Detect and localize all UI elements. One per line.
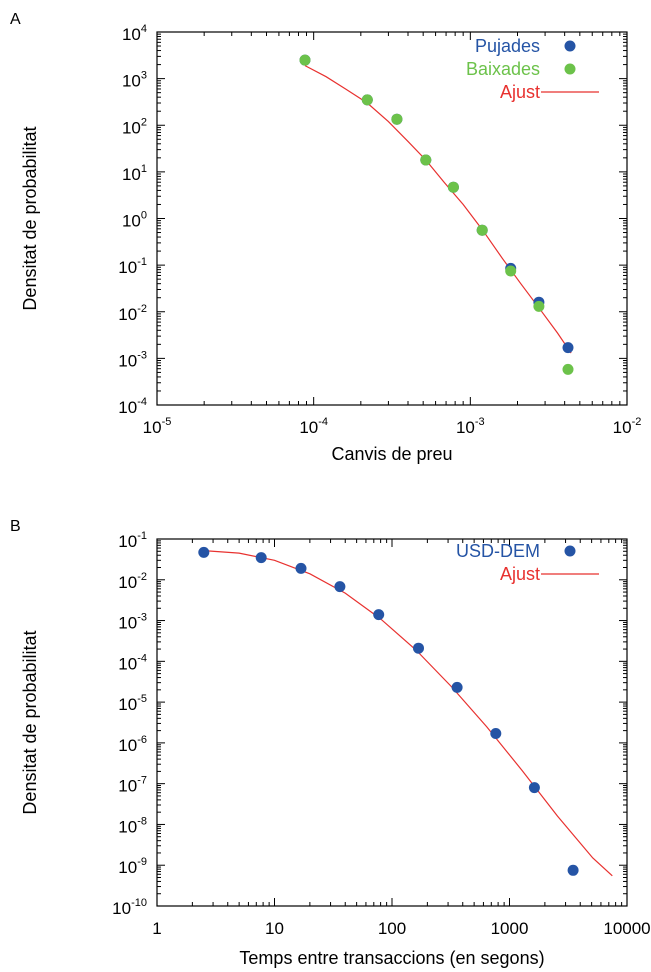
y-tick-label: 10-3 xyxy=(118,612,147,633)
y-tick-label: 10-8 xyxy=(118,815,147,836)
y-tick-label: 10-2 xyxy=(118,303,147,324)
data-point-usd-dem xyxy=(413,642,424,654)
legend-marker xyxy=(564,545,576,557)
data-point-pujades xyxy=(562,342,574,354)
legend-marker xyxy=(564,40,576,52)
y-tick-label: 10-7 xyxy=(118,775,147,796)
fit-line xyxy=(203,550,613,877)
data-point-baixades xyxy=(361,94,373,106)
data-point-usd-dem xyxy=(567,864,579,876)
data-point-usd-dem xyxy=(373,609,385,621)
y-tick-label: 10-9 xyxy=(118,856,147,877)
x-tick-label: 10 xyxy=(265,919,284,938)
data-point-baixades xyxy=(505,265,517,277)
data-point-usd-dem xyxy=(295,562,307,574)
data-point-baixades xyxy=(299,54,311,66)
data-point-baixades xyxy=(420,154,432,166)
x-tick-label: 1000 xyxy=(491,919,529,938)
data-point-baixades xyxy=(447,181,459,193)
y-tick-label: 10-2 xyxy=(118,571,147,592)
y-axis-label: Densitat de probabilitat xyxy=(20,630,40,814)
data-point-baixades xyxy=(476,224,488,236)
x-tick-label: 1 xyxy=(152,919,161,938)
panel-letter: B xyxy=(10,518,21,535)
y-axis-label: Densitat de probabilitat xyxy=(20,126,40,310)
data-point-baixades xyxy=(533,300,545,312)
x-axis-label: Canvis de preu xyxy=(331,444,452,464)
y-tick-label: 10-4 xyxy=(118,396,147,417)
y-tick-label: 10-4 xyxy=(118,652,147,673)
legend-label: Pujades xyxy=(475,36,540,56)
y-tick-label: 10-5 xyxy=(118,693,147,714)
legend-marker xyxy=(564,63,576,75)
data-point-usd-dem xyxy=(334,581,346,593)
x-tick-label: 10-5 xyxy=(143,416,172,437)
legend: Pujades Baixades Ajust xyxy=(466,36,599,102)
chart-panel-a: A10-5 10-4 10-3 10-210-410-310-210-11001011… xyxy=(10,11,641,464)
x-tick-label: 10-3 xyxy=(456,416,485,437)
data-point-baixades xyxy=(391,113,403,125)
legend: USD-DEM Ajust xyxy=(456,541,599,584)
plot-frame xyxy=(156,31,628,406)
legend-label: USD-DEM xyxy=(456,541,540,561)
series-layer xyxy=(299,54,574,375)
x-tick-label: 10-4 xyxy=(299,416,328,437)
panel-letter: A xyxy=(10,11,21,28)
data-point-usd-dem xyxy=(451,681,463,693)
data-point-usd-dem xyxy=(255,552,267,564)
y-tick-label: 103 xyxy=(122,70,147,91)
series-layer xyxy=(198,546,613,877)
data-point-usd-dem xyxy=(490,728,502,739)
y-tick-label: 10-6 xyxy=(118,734,147,755)
x-tick-label: 100 xyxy=(378,919,406,938)
y-tick-label: 101 xyxy=(122,163,147,184)
y-tick-label: 10-1 xyxy=(118,530,147,551)
y-tick-label: 10-3 xyxy=(118,349,147,370)
x-tick-label: 10000 xyxy=(603,919,650,938)
y-tick-label: 102 xyxy=(122,116,147,137)
legend-label: Baixades xyxy=(466,59,540,79)
data-point-baixades xyxy=(562,363,574,375)
data-point-usd-dem xyxy=(528,782,540,794)
plot-frame xyxy=(156,538,628,907)
chart-panel-b: B 1 10 100 1000 10000 10-10 10-9 10-8 10-7 10-6 10-… xyxy=(10,518,651,968)
x-axis-label: Temps entre transaccions (en segons) xyxy=(239,948,544,968)
y-tick-label: 10-1 xyxy=(118,256,147,277)
fit-line xyxy=(304,65,572,354)
legend-label: Ajust xyxy=(500,564,540,584)
y-tick-label: 104 xyxy=(122,23,147,44)
x-tick-label: 10-2 xyxy=(613,416,642,437)
data-point-usd-dem xyxy=(198,546,210,558)
y-tick-label: 10-10 xyxy=(112,897,147,918)
y-tick-label: 100 xyxy=(122,210,147,231)
legend-label: Ajust xyxy=(500,82,540,102)
